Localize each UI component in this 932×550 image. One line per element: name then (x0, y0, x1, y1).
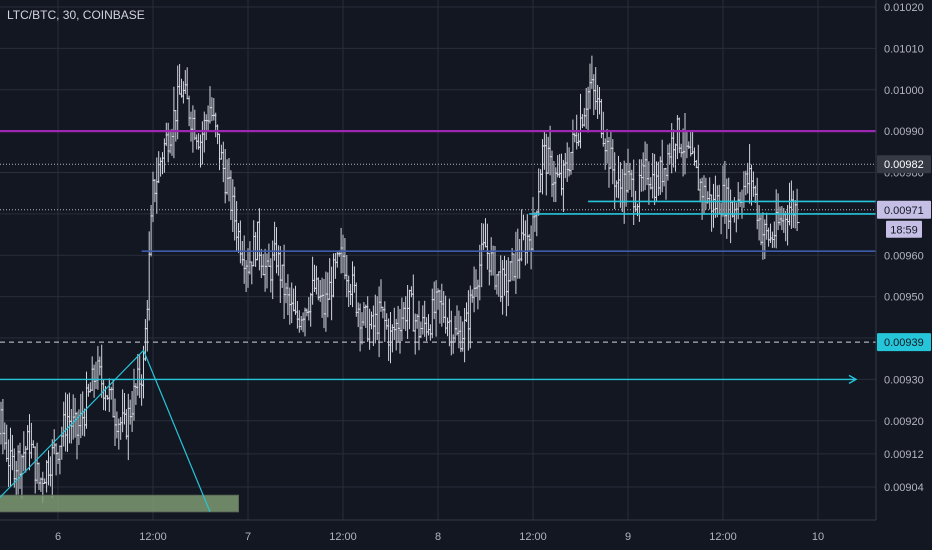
y-tick-label: 0.00950 (884, 292, 924, 304)
x-tick-label: 10 (812, 531, 824, 543)
y-tick-label: 0.00960 (884, 250, 924, 262)
arrow-head (848, 374, 858, 385)
x-tick-label: 12:00 (709, 531, 737, 543)
y-tick-label: 0.00904 (884, 482, 924, 494)
y-tick-label: 0.01020 (884, 2, 924, 14)
y-tick-label: 0.00920 (884, 416, 924, 428)
zone-rectangle[interactable] (0, 494, 239, 513)
ohlc-bar (794, 188, 800, 232)
price-tag-label: 0.00982 (884, 159, 924, 171)
x-tick-label: 8 (435, 531, 441, 543)
triangle-pattern[interactable] (0, 349, 211, 513)
price-tag-label: 0.00939 (884, 337, 924, 349)
x-tick-label: 12:00 (519, 531, 547, 543)
y-tick-label: 0.00930 (884, 374, 924, 386)
y-tick-label: 0.00990 (884, 126, 924, 138)
price-tag: 0.00982 (877, 155, 931, 174)
price-tag-label: 0.00971 (884, 205, 924, 217)
grid (0, 0, 876, 520)
y-tick-label: 0.01000 (884, 85, 924, 97)
x-tick-label: 12:00 (139, 531, 167, 543)
countdown-tag: 18:59 (886, 220, 922, 238)
x-tick-label: 6 (55, 531, 61, 543)
x-tick-label: 9 (625, 531, 631, 543)
x-tick-label: 7 (245, 531, 251, 543)
y-tick-label: 0.01010 (884, 43, 924, 55)
time-axis[interactable] (0, 520, 932, 550)
price-tag: 0.00939 (877, 333, 931, 352)
x-tick-label: 12:00 (329, 531, 357, 543)
price-tag: 0.00971 (877, 200, 931, 219)
y-tick-label: 0.00912 (884, 449, 924, 461)
countdown-label: 18:59 (890, 224, 918, 236)
chart-title: LTC/BTC, 30, COINBASE (7, 8, 145, 22)
price-axis[interactable] (876, 0, 932, 550)
price-bars (0, 55, 800, 504)
